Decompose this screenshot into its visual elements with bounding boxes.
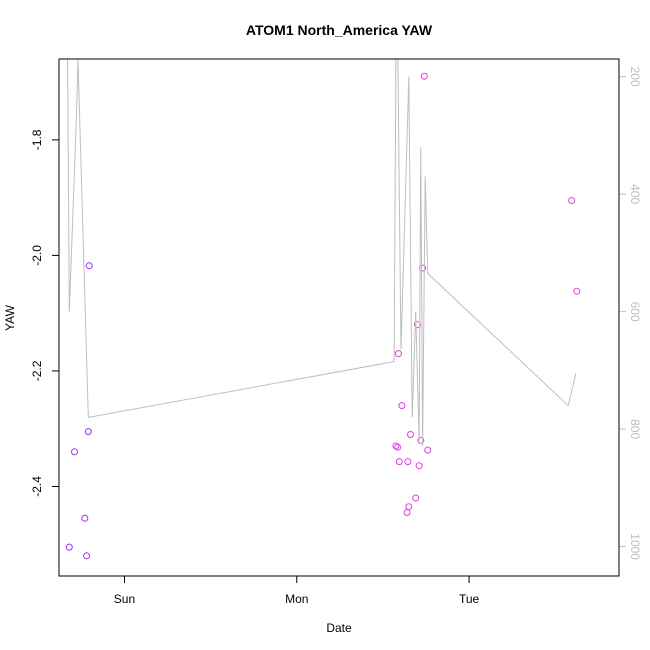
y2-tick-label-0: 200 [628, 67, 642, 87]
data-point-8 [394, 350, 402, 358]
data-point-2 [81, 514, 89, 522]
x-tick-label-0: Sun [114, 592, 135, 606]
y2-tick-label-4: 1000 [628, 533, 642, 560]
data-point-1 [71, 448, 78, 456]
data-point-21 [424, 446, 432, 454]
axes: Sun Mon Tue -1.8 -2.0 -2.2 -2.4 200 400 600 800 100… [30, 67, 642, 606]
data-point-18 [417, 436, 425, 444]
data-point-4 [84, 428, 92, 436]
y-tick-label-2: -2.2 [30, 360, 44, 381]
data-point-0 [65, 543, 73, 551]
data-point-20 [420, 72, 428, 80]
plot-frame [58, 58, 620, 577]
data-point-16 [413, 321, 421, 329]
y-axis-label: YAW [3, 304, 17, 331]
plot-content [65, 59, 581, 560]
data-point-23 [573, 287, 581, 295]
data-point-11 [403, 509, 411, 516]
data-point-17 [415, 462, 423, 470]
series-line-1 [67, 59, 577, 447]
data-point-9 [395, 458, 403, 466]
y2-tick-label-3: 800 [628, 419, 642, 439]
x-axis-label: Date [326, 621, 352, 635]
x-tick-label-1: Mon [285, 592, 308, 606]
data-point-14 [407, 431, 414, 438]
data-point-3 [83, 552, 91, 560]
data-point-22 [568, 197, 576, 204]
y-tick-label-1: -2.0 [30, 245, 44, 266]
data-point-6 [392, 442, 400, 450]
y2-tick-label-1: 400 [628, 184, 642, 204]
data-point-7 [394, 443, 402, 451]
data-point-5 [85, 262, 93, 270]
x-tick-label-2: Tue [459, 592, 480, 606]
data-point-13 [405, 503, 413, 511]
data-point-10 [398, 402, 406, 410]
data-point-15 [412, 494, 420, 502]
y2-tick-label-2: 600 [628, 302, 642, 322]
y-tick-label-0: -1.8 [30, 129, 44, 150]
y-tick-label-3: -2.4 [30, 476, 44, 497]
chart-title: ATOM1 North_America YAW [246, 22, 433, 38]
data-point-12 [404, 458, 412, 466]
